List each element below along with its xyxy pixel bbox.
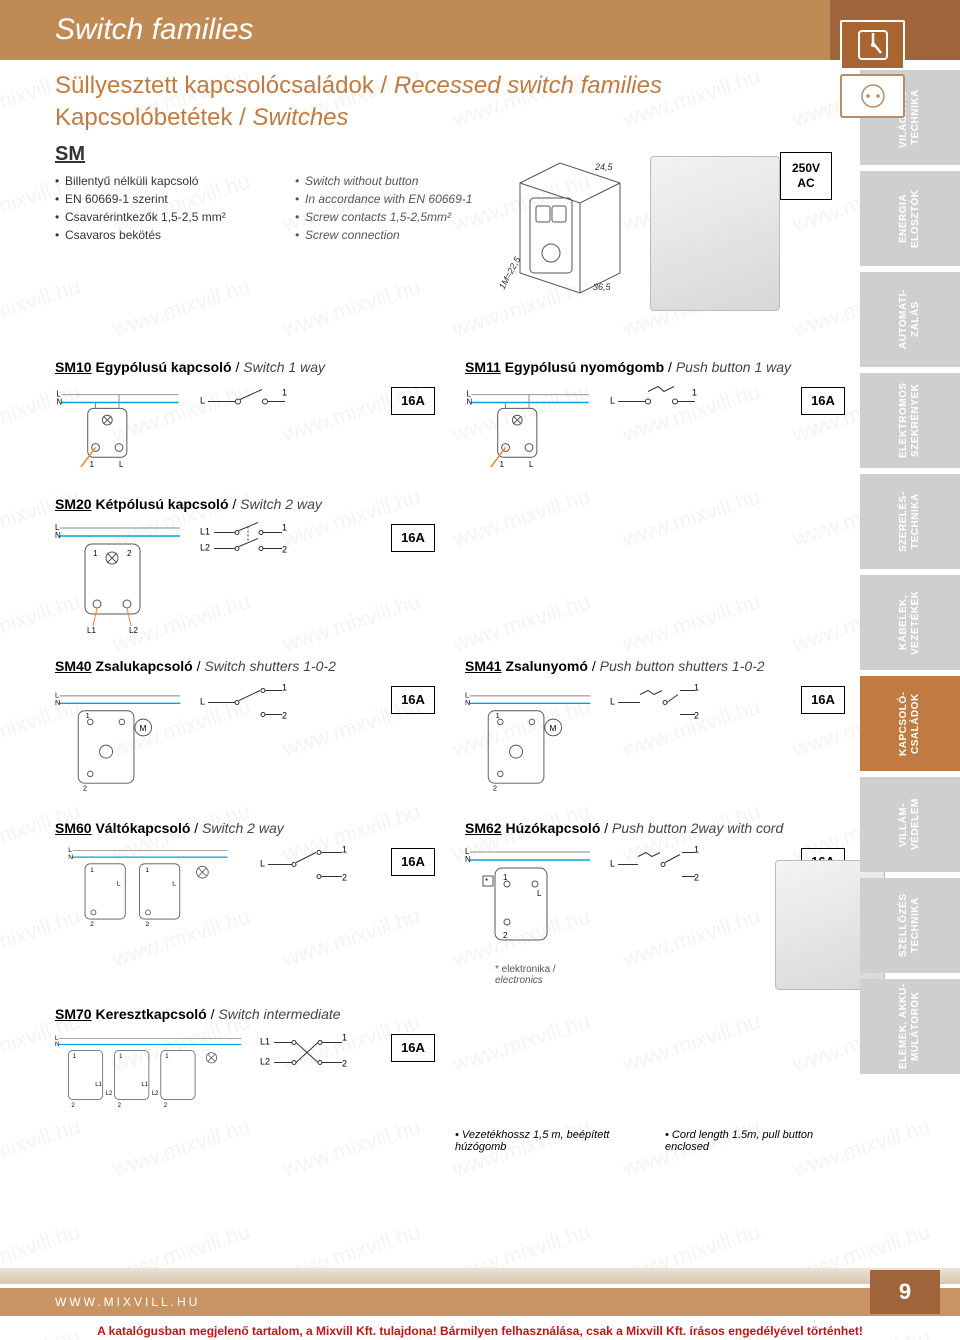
rating-box: 250V AC <box>780 152 832 200</box>
sub2-en: Switches <box>252 104 348 131</box>
side-tab[interactable]: SZERELÉS-TECHNIKA <box>860 474 960 569</box>
side-tabs: VILÁGÍTÁS-TECHNIKAENERGIAELOSZTÓKAUTOMAT… <box>860 70 960 1074</box>
side-tab[interactable]: ELEKTROMOSSZEKRÉNYEK <box>860 373 960 468</box>
circuit-symbol <box>200 381 290 431</box>
product-title: SM20 Kétpólusú kapcsoló / Switch 2 way <box>55 496 445 512</box>
product-title: SM11 Egypólusú nyomógomb / Push button 1… <box>465 359 855 375</box>
bullets-en: Switch without buttonIn accordance with … <box>295 172 495 244</box>
sub1-hu: Süllyesztett kapcsolócsaládok <box>55 72 374 99</box>
product-title: SM10 Egypólusú kapcsoló / Switch 1 way <box>55 359 445 375</box>
product-title: SM70 Keresztkapcsoló / Switch intermedia… <box>55 1006 445 1022</box>
bullet-hu: Billentyű nélküli kapcsoló <box>55 172 255 190</box>
product-block: SM11 Egypólusú nyomógomb / Push button 1… <box>465 359 875 476</box>
product-title: SM40 Zsalukapcsoló / Switch shutters 1-0… <box>55 658 445 674</box>
current-rating: 16A <box>391 848 435 876</box>
product-body: 16A <box>55 381 445 476</box>
side-tab[interactable]: KÁBELEK,VEZETÉKEK <box>860 575 960 670</box>
product-body: 16A <box>55 518 445 638</box>
bullet-hu: Csavarérintkezők 1,5-2,5 mm² <box>55 208 255 226</box>
product-block: SM10 Egypólusú kapcsoló / Switch 1 way 16… <box>55 359 465 476</box>
bullet-en: Screw connection <box>295 226 495 244</box>
product-body: 16A <box>55 842 445 937</box>
header-bar: Switch families <box>0 0 960 60</box>
svg-text:1M=22,5: 1M=22,5 <box>497 254 523 291</box>
current-rating: 16A <box>391 524 435 552</box>
legal-notice: A katalógusban megjelenő tartalom, a Mix… <box>0 1324 960 1338</box>
category-icon <box>840 20 905 118</box>
bullet-hu: Csavaros bekötés <box>55 226 255 244</box>
side-tab[interactable]: ELEMEK, AKKU-MULÁTOROK <box>860 979 960 1074</box>
product-block: SM20 Kétpólusú kapcsoló / Switch 2 way 16… <box>55 496 465 638</box>
current-rating: 16A <box>801 686 845 714</box>
wiring-schematic <box>55 1028 245 1116</box>
circuit-symbol <box>200 680 290 730</box>
cord-info: • Vezetékhossz 1,5 m, beépített húzógomb… <box>455 1129 875 1153</box>
tech-drawing: 24,5 36,5 1M=22,5 <box>480 158 640 313</box>
product-block: SM60 Váltókapcsoló / Switch 2 way 16A <box>55 820 465 986</box>
side-tab[interactable]: ENERGIAELOSZTÓK <box>860 171 960 266</box>
bullet-en: Switch without button <box>295 172 495 190</box>
subtitle-2: Kapcsolóbetétek / Switches <box>55 102 945 134</box>
product-photo <box>650 156 780 311</box>
sub2-hu: Kapcsolóbetétek <box>55 104 232 131</box>
wiring-schematic <box>465 680 595 800</box>
bullet-en: Screw contacts 1,5-2,5mm² <box>295 208 495 226</box>
circuit-symbol <box>610 842 700 892</box>
cord-en: • Cord length 1.5m, pull button enclosed <box>665 1129 835 1153</box>
current-rating: 16A <box>391 1034 435 1062</box>
circuit-symbol <box>260 1028 350 1078</box>
wiring-schematic <box>465 381 595 469</box>
sub1-en: Recessed switch families <box>394 72 662 99</box>
switch-icon <box>840 20 905 70</box>
product-block: SM41 Zsalunyomó / Push button shutters 1… <box>465 658 875 800</box>
product-block: SM62 Húzókapcsoló / Push button 2way wit… <box>465 820 875 986</box>
wiring-schematic <box>55 842 245 930</box>
side-tab[interactable]: SZELLŐZÉSTECHNIKA <box>860 878 960 973</box>
products-grid: SM10 Egypólusú kapcsoló / Switch 1 way 16… <box>55 359 945 1123</box>
footer-gradient <box>0 1268 960 1284</box>
wiring-schematic <box>55 680 185 800</box>
product-body: 16A <box>465 842 855 962</box>
footer-url: WWW.MIXVILL.HU <box>55 1295 200 1309</box>
side-tab[interactable]: KAPCSOLÓ-CSALÁDOK <box>860 676 960 771</box>
content: Süllyesztett kapcsolócsaládok / Recessed… <box>0 60 960 1153</box>
socket-icon <box>840 74 905 118</box>
subtitle-1: Süllyesztett kapcsolócsaládok / Recessed… <box>55 70 945 102</box>
circuit-symbol <box>200 518 290 568</box>
current-rating: 16A <box>801 387 845 415</box>
product-title: SM62 Húzókapcsoló / Push button 2way wit… <box>465 820 855 836</box>
page-number: 9 <box>870 1270 940 1314</box>
svg-text:24,5: 24,5 <box>594 162 614 172</box>
current-rating: 16A <box>391 387 435 415</box>
product-block: SM70 Keresztkapcsoló / Switch intermedia… <box>55 1006 465 1123</box>
product-title: SM41 Zsalunyomó / Push button shutters 1… <box>465 658 855 674</box>
bullet-en: In accordance with EN 60669-1 <box>295 190 495 208</box>
rating-v: 250V <box>781 161 831 176</box>
side-tab[interactable]: AUTOMATI-ZÁLÁS <box>860 272 960 367</box>
footer-bar: WWW.MIXVILL.HU <box>0 1288 960 1316</box>
product-body: 16A <box>55 1028 445 1123</box>
current-rating: 16A <box>391 686 435 714</box>
wiring-schematic <box>55 518 185 638</box>
wiring-schematic <box>55 381 185 469</box>
product-body: 16A <box>465 680 855 800</box>
circuit-symbol <box>260 842 350 892</box>
side-tab[interactable]: VILLÁM-VÉDELEM <box>860 777 960 872</box>
bullets-hu: Billentyű nélküli kapcsolóEN 60669-1 sze… <box>55 172 255 244</box>
product-block: SM40 Zsalukapcsoló / Switch shutters 1-0… <box>55 658 465 800</box>
circuit-symbol <box>610 381 700 431</box>
product-body: 16A <box>465 381 855 476</box>
cord-hu: • Vezetékhossz 1,5 m, beépített húzógomb <box>455 1129 625 1153</box>
svg-text:36,5: 36,5 <box>593 282 612 292</box>
product-title: SM60 Váltókapcsoló / Switch 2 way <box>55 820 445 836</box>
wiring-schematic <box>465 842 595 962</box>
rating-ac: AC <box>781 176 831 191</box>
bullet-hu: EN 60669-1 szerint <box>55 190 255 208</box>
circuit-symbol <box>610 680 700 730</box>
product-body: 16A <box>55 680 445 800</box>
page-title: Switch families <box>55 13 253 47</box>
